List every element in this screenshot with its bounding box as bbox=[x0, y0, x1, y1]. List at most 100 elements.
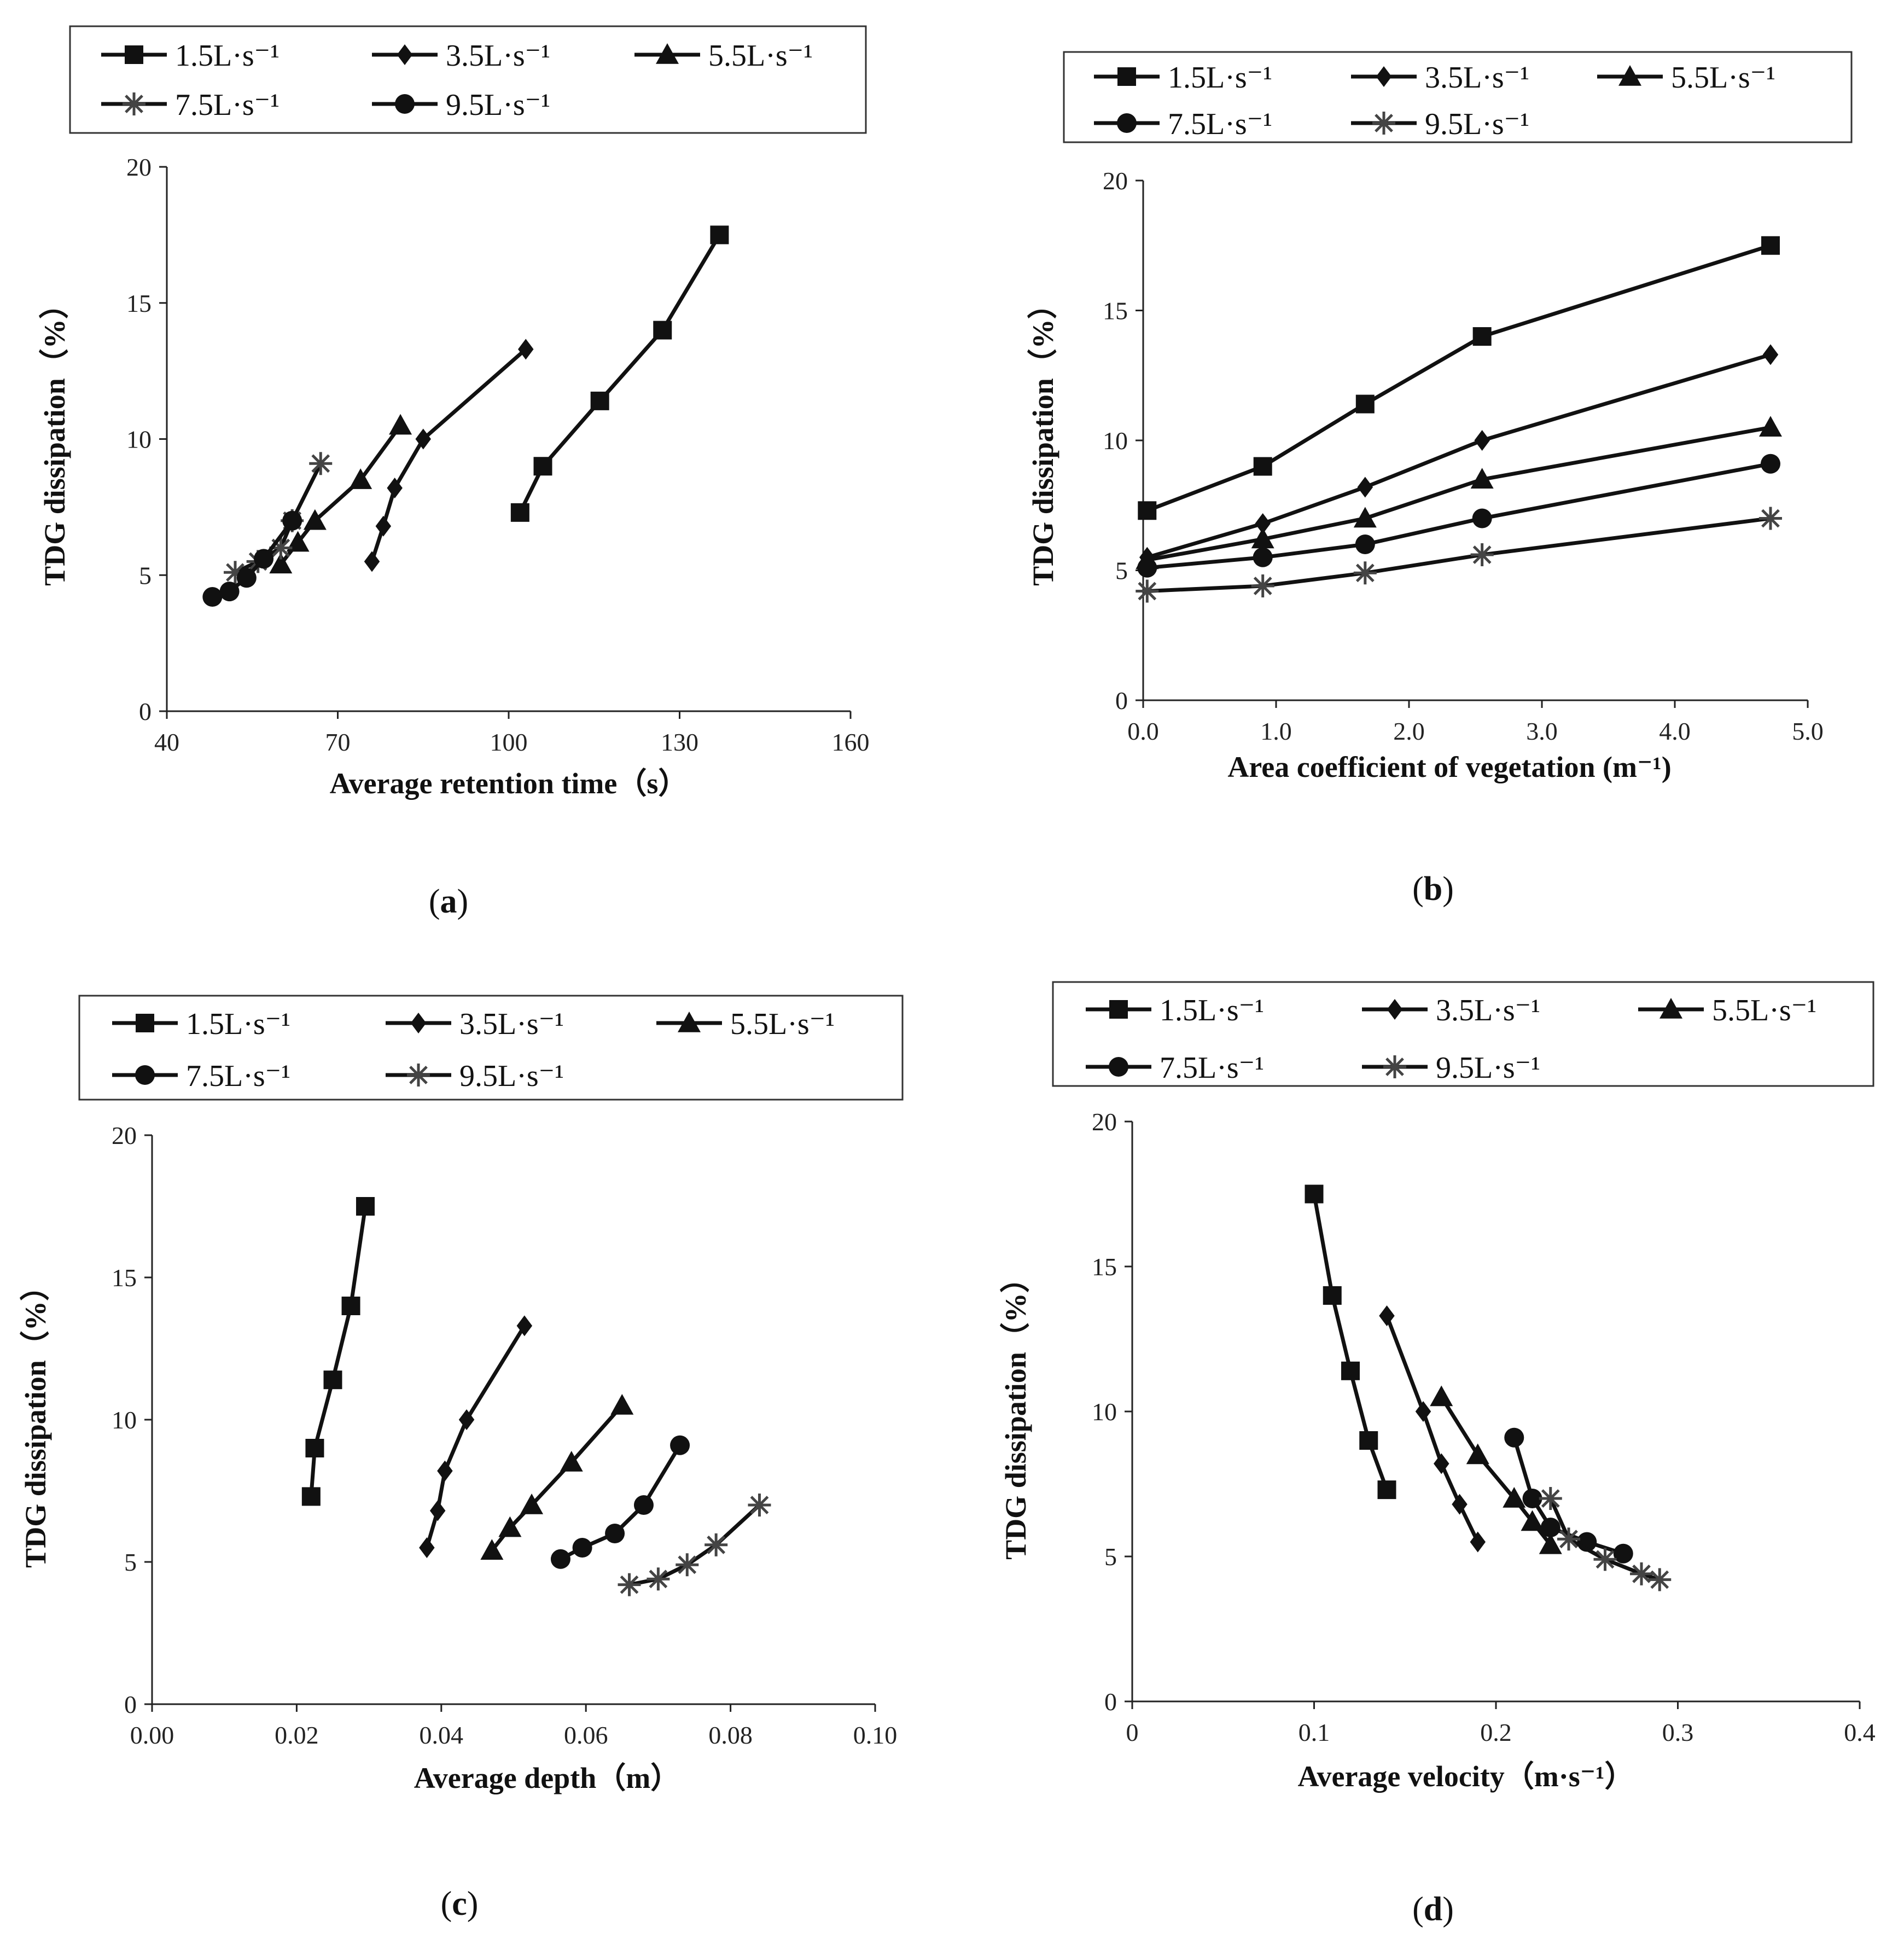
x-tick-label: 100 bbox=[490, 728, 528, 756]
data-point bbox=[748, 1494, 771, 1517]
legend-item: 5.5L·s⁻¹ bbox=[1597, 61, 1775, 95]
data-point bbox=[1253, 457, 1272, 476]
data-point bbox=[1472, 327, 1492, 346]
data-point bbox=[1762, 344, 1779, 365]
legend-label: 7.5L·s⁻¹ bbox=[175, 88, 280, 122]
panel-a: 1.5L·s⁻¹ 3.5L·s⁻¹ 5.5L·s⁻¹ 7.5L·s⁻¹ 9.5L·s⁻¹… bbox=[38, 25, 870, 920]
y-tick-label: 0 bbox=[124, 1690, 137, 1718]
panel-b: 1.5L·s⁻¹ 3.5L·s⁻¹ 5.5L·s⁻¹ 7.5L·s⁻¹ 9.5L·s⁻¹… bbox=[1027, 51, 1853, 908]
y-tick-label: 0 bbox=[1104, 1688, 1117, 1716]
x-axis-label: Average retention time（s） bbox=[330, 767, 688, 800]
data-point bbox=[1557, 1527, 1580, 1551]
data-point bbox=[590, 391, 609, 410]
data-point bbox=[480, 1539, 504, 1560]
legend-item: 7.5L·s⁻¹ bbox=[101, 88, 280, 122]
series-line bbox=[1146, 352, 1771, 560]
data-point bbox=[356, 1197, 375, 1216]
data-point bbox=[1341, 1361, 1360, 1380]
data-point bbox=[605, 1524, 625, 1543]
y-tick-label: 5 bbox=[139, 561, 152, 589]
data-point bbox=[1377, 1480, 1396, 1500]
legend-item: 7.5L·s⁻¹ bbox=[1094, 107, 1272, 141]
data-point bbox=[1470, 468, 1494, 489]
data-point bbox=[1466, 1443, 1489, 1465]
data-point bbox=[309, 452, 333, 475]
legend-marker bbox=[678, 1012, 701, 1032]
y-tick-label: 15 bbox=[126, 289, 152, 317]
data-point bbox=[219, 582, 240, 602]
legend-item: 7.5L·s⁻¹ bbox=[1086, 1051, 1264, 1085]
data-point bbox=[510, 503, 529, 522]
legend-label: 1.5L·s⁻¹ bbox=[186, 1007, 290, 1041]
data-point bbox=[1305, 1184, 1324, 1204]
x-tick-label: 0.00 bbox=[130, 1721, 174, 1749]
x-tick-label: 0.2 bbox=[1480, 1718, 1512, 1746]
data-point bbox=[572, 1538, 592, 1558]
panel-label: (c) bbox=[441, 1885, 479, 1922]
data-point bbox=[1470, 543, 1494, 566]
x-tick-label: 0.1 bbox=[1299, 1718, 1330, 1746]
data-point bbox=[301, 1487, 321, 1506]
legend-item: 1.5L·s⁻¹ bbox=[1094, 61, 1272, 95]
data-point bbox=[1470, 1531, 1486, 1553]
data-point bbox=[1760, 454, 1780, 474]
legend-label: 9.5L·s⁻¹ bbox=[446, 88, 550, 122]
y-tick-label: 20 bbox=[1092, 1108, 1117, 1136]
data-point bbox=[1540, 1518, 1561, 1537]
legend-marker bbox=[395, 94, 415, 114]
data-point bbox=[389, 414, 412, 435]
data-point bbox=[520, 1494, 544, 1514]
x-tick-label: 3.0 bbox=[1526, 717, 1558, 745]
x-tick-label: 0.06 bbox=[564, 1721, 608, 1749]
series-line bbox=[234, 462, 323, 574]
y-tick-label: 10 bbox=[126, 426, 152, 454]
panel-label: (b) bbox=[1412, 870, 1454, 908]
data-point bbox=[710, 225, 729, 245]
data-point bbox=[1430, 1385, 1453, 1407]
y-tick-label: 20 bbox=[1103, 167, 1128, 195]
data-point bbox=[341, 1297, 360, 1315]
data-point bbox=[437, 1460, 453, 1482]
legend-label: 5.5L·s⁻¹ bbox=[708, 39, 813, 73]
y-tick-label: 10 bbox=[112, 1406, 137, 1434]
data-point bbox=[533, 457, 552, 476]
y-tick-label: 5 bbox=[1104, 1543, 1117, 1571]
legend-marker bbox=[1117, 67, 1136, 86]
legend-marker bbox=[1109, 1057, 1128, 1077]
data-point bbox=[286, 531, 310, 552]
data-point bbox=[1522, 1489, 1542, 1508]
legend-label: 5.5L·s⁻¹ bbox=[1712, 994, 1816, 1027]
data-point bbox=[1355, 535, 1375, 554]
series-line bbox=[370, 347, 527, 562]
data-point bbox=[1648, 1568, 1672, 1591]
x-tick-label: 4.0 bbox=[1659, 717, 1691, 745]
legend-marker bbox=[1372, 112, 1395, 135]
data-point bbox=[1353, 507, 1377, 528]
legend-box bbox=[1052, 981, 1874, 1087]
x-tick-label: 0.04 bbox=[420, 1721, 464, 1749]
data-point bbox=[1357, 477, 1373, 498]
legend-item: 3.5L·s⁻¹ bbox=[1362, 994, 1540, 1027]
data-point bbox=[670, 1435, 690, 1455]
data-point bbox=[1503, 1487, 1526, 1508]
y-tick-label: 15 bbox=[1103, 297, 1128, 325]
data-point bbox=[518, 339, 534, 360]
data-point bbox=[349, 468, 372, 489]
data-point bbox=[375, 515, 392, 537]
x-tick-label: 0.3 bbox=[1662, 1718, 1694, 1746]
legend-marker bbox=[1660, 998, 1682, 1019]
data-point bbox=[498, 1516, 522, 1537]
legend-item: 1.5L·s⁻¹ bbox=[1086, 994, 1264, 1027]
x-tick-label: 0.10 bbox=[853, 1721, 898, 1749]
legend-label: 5.5L·s⁻¹ bbox=[730, 1007, 835, 1041]
data-point bbox=[323, 1370, 342, 1390]
data-point bbox=[1138, 501, 1157, 520]
x-tick-label: 1.0 bbox=[1260, 717, 1292, 745]
data-point bbox=[1452, 1494, 1468, 1515]
data-point bbox=[653, 321, 672, 340]
data-point bbox=[269, 553, 293, 574]
x-tick-label: 2.0 bbox=[1393, 717, 1425, 745]
data-point bbox=[1759, 507, 1782, 530]
data-point bbox=[1253, 547, 1273, 567]
legend-marker bbox=[397, 44, 413, 65]
